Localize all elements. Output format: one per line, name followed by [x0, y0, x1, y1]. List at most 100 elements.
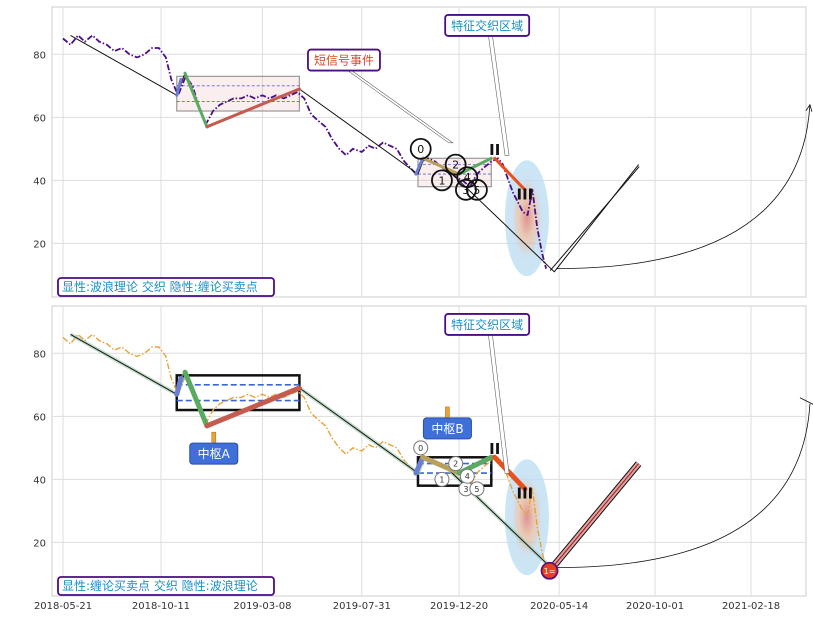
price-series-line: [62, 34, 547, 269]
annotation: 特征交织区域: [444, 313, 531, 474]
event-marker-3: 3: [455, 178, 477, 201]
y-tick-labels: 20 40 60 80: [33, 50, 46, 250]
event-marker-2: 2: [444, 153, 467, 176]
wave-label: II: [489, 141, 500, 159]
event-marker-label: 0: [418, 444, 423, 453]
event-marker-circle: [459, 468, 475, 484]
zone-label: 中枢B: [422, 406, 472, 440]
event-marker-label: 5: [474, 485, 479, 494]
legend: 显性:缠论买卖点 交织 隐性:波浪理论: [57, 576, 275, 596]
grid: [52, 306, 806, 596]
wave-segment: [175, 78, 183, 97]
event-marker-circle: [431, 169, 453, 192]
x-tick-labels: 2018-05-21 2018-10-11 2019-03-08 2019-07-31…: [34, 601, 780, 612]
event-marker-label: 2: [452, 159, 459, 172]
zone-label-text: 中枢A: [198, 446, 231, 461]
y-tick-label: 20: [33, 239, 46, 250]
event-marker-1: 1: [431, 169, 453, 192]
wave-segment: [205, 87, 301, 129]
wave-label: II: [489, 440, 500, 458]
y-tick-label: 20: [33, 538, 46, 549]
annotation-text: 特征交织区域: [451, 18, 523, 33]
legend-text: 显性:波浪理论 交织 隐性:缠论买卖点: [62, 279, 258, 294]
annotation-box: [444, 14, 531, 37]
rising-band-core: [551, 463, 640, 568]
wave-segment: [413, 454, 426, 476]
zone-label-pointer: [211, 431, 217, 445]
curve-arrow-path: [556, 104, 811, 270]
event-marker-label: 4: [464, 171, 471, 184]
event-marker-circle: [455, 178, 477, 201]
event-marker-1: 1: [434, 471, 450, 487]
curve-arrow-head: [805, 103, 813, 112]
y-tick-label: 60: [33, 412, 46, 423]
legend-box: [57, 277, 275, 297]
annotation-box: [444, 313, 531, 336]
event-marker-circle: [465, 178, 488, 201]
event-marker-5: 5: [469, 481, 485, 497]
wave-segment: [414, 156, 425, 176]
event-marker-circle: [444, 153, 467, 176]
legend: 显性:波浪理论 交织 隐性:缠论买卖点: [57, 277, 275, 297]
x-tick-label: 2019-07-31: [333, 601, 391, 612]
plot-frame: [51, 305, 807, 597]
highlight-ellipse: [504, 459, 549, 576]
event-marker-label: 0: [417, 143, 424, 156]
event-marker-label: 3: [462, 184, 469, 197]
event-marker-5: 5: [465, 178, 488, 201]
plot-frame: [51, 6, 807, 298]
event-marker-circle: [469, 481, 485, 497]
curve-arrow-path: [556, 403, 811, 569]
event-marker-label: 1: [438, 174, 445, 187]
wave-label: III: [516, 484, 533, 502]
buy-point-circle: [540, 561, 559, 580]
price-series-line: [62, 333, 547, 568]
y-tick-label: 60: [33, 113, 46, 124]
wave-segment: [174, 376, 184, 397]
legend-text: 显性:缠论买卖点 交织 隐性:波浪理论: [62, 578, 258, 593]
wave-segment: [421, 156, 461, 176]
event-marker-0: 0: [409, 137, 432, 160]
x-tick-label: 2019-03-08: [233, 601, 291, 612]
wave-segment: [204, 385, 302, 429]
x-tick-label: 2020-10-01: [626, 601, 684, 612]
highlight-ellipse: [504, 160, 549, 277]
x-tick-label: 2018-10-11: [132, 601, 190, 612]
wave-segment: [457, 156, 493, 176]
x-tick-label: 2019-12-20: [430, 601, 488, 612]
y-tick-label: 40: [33, 176, 46, 187]
trend-line: [549, 166, 640, 271]
y-tick-label: 40: [33, 475, 46, 486]
grid: [52, 7, 806, 297]
event-marker-4: 4: [459, 468, 475, 484]
event-marker-label: 3: [463, 485, 468, 494]
buy-point-label: 1=: [544, 567, 556, 576]
annotation-text: 特征交织区域: [451, 317, 523, 332]
event-marker-label: 1: [439, 475, 444, 484]
y-tick-labels: 20 40 60 80: [33, 349, 46, 549]
event-marker-circle: [409, 137, 432, 160]
x-tick-label: 2020-05-14: [530, 601, 588, 612]
y-tick-label: 80: [33, 50, 46, 61]
wave-label: III: [516, 185, 533, 203]
zone-label-pointer: [445, 406, 450, 420]
y-tick-label: 80: [33, 349, 46, 360]
event-marker-circle: [413, 440, 429, 456]
event-marker-2: 2: [448, 456, 464, 472]
wave-segment: [493, 156, 527, 192]
zone-label-box: [422, 417, 472, 440]
event-marker-label: 2: [453, 460, 458, 469]
buy-point: 1=: [540, 561, 559, 580]
event-marker-label: 5: [473, 184, 480, 197]
zone-label: 中枢A: [189, 431, 239, 465]
event-marker-0: 0: [413, 440, 429, 456]
zone-label-text: 中枢B: [431, 421, 463, 436]
zone-label-box: [189, 442, 239, 465]
event-marker-circle: [434, 471, 450, 487]
x-tick-label: 2018-05-21: [34, 601, 92, 612]
annotation: 特征交织区域: [444, 14, 531, 156]
